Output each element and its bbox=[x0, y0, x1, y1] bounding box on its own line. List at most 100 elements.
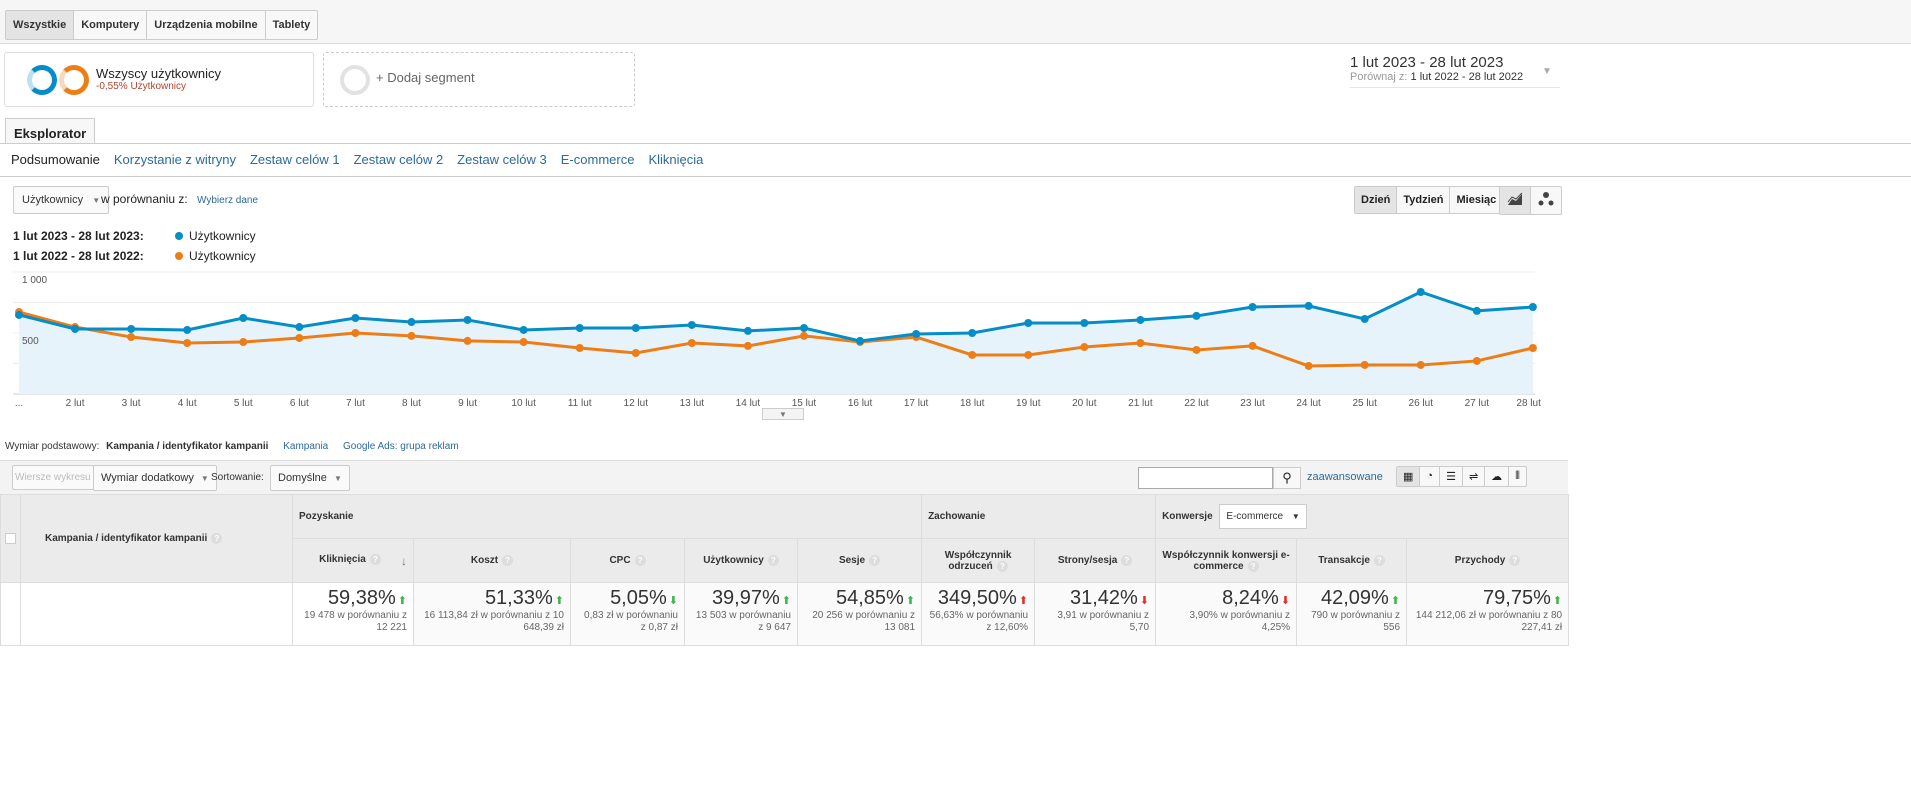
sort-select[interactable]: Domyślne ▼ bbox=[270, 465, 350, 491]
header-4[interactable]: Sesje? bbox=[796, 538, 923, 583]
help-icon[interactable]: ? bbox=[1373, 555, 1385, 566]
help-icon[interactable]: ? bbox=[211, 533, 223, 544]
data-point bbox=[1528, 303, 1537, 312]
tab-explorer[interactable]: Eksplorator bbox=[5, 118, 96, 144]
help-icon[interactable]: ? bbox=[1247, 560, 1259, 572]
help-icon[interactable]: ? bbox=[869, 555, 881, 566]
help-icon[interactable]: ? bbox=[996, 560, 1008, 572]
subtab-summary[interactable]: Podsumowanie bbox=[11, 152, 100, 167]
period-day[interactable]: Dzień bbox=[1355, 187, 1398, 213]
x-tick-label: 4 lut bbox=[178, 398, 197, 409]
x-tick-label: 28 lut bbox=[1516, 398, 1541, 409]
legend-period-previous: 1 lut 2022 - 28 lut 2022: bbox=[13, 249, 144, 263]
total-change-pct: 51,33% bbox=[484, 587, 553, 609]
pivot-view-icon[interactable]: ⦀ bbox=[1515, 470, 1520, 482]
performance-view-icon[interactable]: ☰ bbox=[1440, 467, 1463, 486]
x-tick-label: 26 lut bbox=[1409, 398, 1434, 409]
device-tablet[interactable]: Tablety bbox=[272, 19, 311, 31]
x-tick-label: 19 lut bbox=[1016, 398, 1041, 409]
period-week[interactable]: Tydzień bbox=[1397, 187, 1451, 213]
chart-type-toggle bbox=[1499, 186, 1562, 215]
header-label: Strony/sesja bbox=[1057, 555, 1118, 566]
segment-name: Wszyscy użytkownicy bbox=[96, 66, 221, 81]
dimension-campaign-id[interactable]: Kampania / identyfikator kampanii bbox=[106, 441, 269, 452]
total-change-pct: 31,42% bbox=[1070, 587, 1138, 609]
data-point bbox=[1192, 345, 1201, 354]
subtab-site-usage[interactable]: Korzystanie z witryny bbox=[113, 152, 236, 167]
subtab-goal-set-3[interactable]: Zestaw celów 3 bbox=[457, 152, 547, 167]
header-2[interactable]: CPC? bbox=[570, 538, 685, 583]
totals-label-cell bbox=[20, 582, 293, 646]
pie-view-icon[interactable]: ◔ bbox=[1420, 467, 1441, 486]
header-campaign[interactable]: Kampania / identyfikator kampanii? bbox=[20, 494, 293, 583]
sort-desc-icon[interactable]: ↓ bbox=[401, 553, 407, 568]
data-point bbox=[1472, 356, 1481, 365]
group-conversions-label: Konwersje bbox=[1162, 511, 1213, 522]
header-6[interactable]: Strony/sesja? bbox=[1034, 538, 1157, 583]
arrow-up-icon: ⬆ bbox=[1018, 595, 1029, 607]
table-view-icon[interactable]: ▦ bbox=[1397, 467, 1421, 486]
header-1[interactable]: Koszt? bbox=[413, 538, 571, 583]
compare-range: 1 lut 2022 - 28 lut 2022 bbox=[1410, 71, 1524, 83]
plot-rows-button[interactable]: Wiersze wykresu bbox=[12, 465, 94, 490]
dimension-ad-group[interactable]: Google Ads: grupa reklam bbox=[343, 441, 459, 452]
dimension-campaign[interactable]: Kampania bbox=[283, 441, 329, 452]
line-chart-icon[interactable] bbox=[1500, 187, 1531, 214]
advanced-filter-link[interactable]: zaawansowane bbox=[1307, 471, 1383, 483]
arrow-down-icon: ⬇ bbox=[668, 595, 678, 607]
secondary-dimension-select[interactable]: Wymiar dodatkowy ▼ bbox=[93, 465, 217, 491]
x-tick-label: 21 lut bbox=[1128, 398, 1153, 409]
device-filter: Wszystkie Komputery Urządzenia mobilne T… bbox=[5, 10, 319, 40]
motion-chart-icon[interactable] bbox=[1531, 187, 1561, 214]
device-all[interactable]: Wszystkie bbox=[6, 11, 75, 39]
device-mobile[interactable]: Urządzenia mobilne bbox=[147, 11, 266, 39]
compare-with-label: w porównaniu z: bbox=[101, 192, 188, 206]
data-point bbox=[912, 329, 921, 338]
device-desktop[interactable]: Komputery bbox=[74, 11, 148, 39]
search-icon[interactable]: ⚲ bbox=[1273, 467, 1301, 489]
comparison-view-icon[interactable]: ⇌ bbox=[1463, 467, 1486, 486]
metric-select[interactable]: Użytkownicy ▼ bbox=[13, 186, 110, 214]
conversion-type-select[interactable]: E-commerce ▼ bbox=[1219, 504, 1307, 529]
help-icon[interactable]: ? bbox=[1509, 555, 1521, 566]
x-tick-label: 9 lut bbox=[458, 398, 477, 409]
choose-metric-link[interactable]: Wybierz dane bbox=[197, 195, 259, 206]
data-point bbox=[183, 325, 192, 334]
term-cloud-icon[interactable]: ☁ bbox=[1485, 467, 1510, 486]
header-label: Kliknięcia bbox=[319, 553, 366, 565]
select-all-checkbox[interactable] bbox=[5, 533, 16, 544]
data-point bbox=[631, 349, 640, 358]
primary-dimension-label: Wymiar podstawowy: bbox=[5, 441, 100, 452]
x-tick-label: 8 lut bbox=[402, 398, 421, 409]
x-tick-label: 11 lut bbox=[568, 398, 592, 409]
help-icon[interactable]: ? bbox=[634, 555, 646, 566]
header-3[interactable]: Użytkownicy? bbox=[684, 538, 798, 583]
header-9[interactable]: Przychody? bbox=[1406, 538, 1570, 583]
x-tick-label: 14 lut bbox=[736, 398, 761, 409]
header-5[interactable]: Współczynnik odrzuceń? bbox=[921, 538, 1036, 583]
help-icon[interactable]: ? bbox=[1121, 555, 1133, 566]
total-comparison: 20 256 w porównaniu z 13 081 bbox=[812, 610, 916, 633]
chart-collapse-handle[interactable]: ▼ bbox=[762, 408, 804, 420]
x-tick-label: 5 lut bbox=[234, 398, 253, 409]
total-change-pct: 8,24% bbox=[1222, 587, 1279, 609]
data-point bbox=[519, 338, 528, 347]
header-8[interactable]: Transakcje? bbox=[1296, 538, 1408, 583]
help-icon[interactable]: ? bbox=[502, 555, 514, 566]
divider bbox=[0, 143, 1911, 144]
help-icon[interactable]: ? bbox=[767, 555, 779, 566]
data-point bbox=[1248, 303, 1257, 312]
date-range-picker[interactable]: 1 lut 2023 - 28 lut 2023 Porównaj z: 1 l… bbox=[1350, 54, 1560, 88]
table-toolbar bbox=[0, 460, 1568, 494]
period-month[interactable]: Miesiąc bbox=[1456, 194, 1497, 206]
subtab-ecommerce[interactable]: E-commerce bbox=[560, 152, 635, 167]
header-0[interactable]: Kliknięcia? ↓ bbox=[292, 538, 414, 583]
subtab-clicks[interactable]: Kliknięcia bbox=[648, 152, 704, 167]
table-search-input[interactable] bbox=[1138, 467, 1273, 489]
segment-all-users[interactable]: Wszyscy użytkownicy -0,55% Użytkownicy bbox=[4, 52, 314, 107]
add-segment-button[interactable]: + Dodaj segment bbox=[323, 52, 635, 107]
subtab-goal-set-1[interactable]: Zestaw celów 1 bbox=[249, 152, 340, 167]
subtab-goal-set-2[interactable]: Zestaw celów 2 bbox=[353, 152, 444, 167]
help-icon[interactable]: ? bbox=[369, 553, 381, 565]
header-7[interactable]: Współczynnik konwersji e-commerce? bbox=[1155, 538, 1298, 583]
